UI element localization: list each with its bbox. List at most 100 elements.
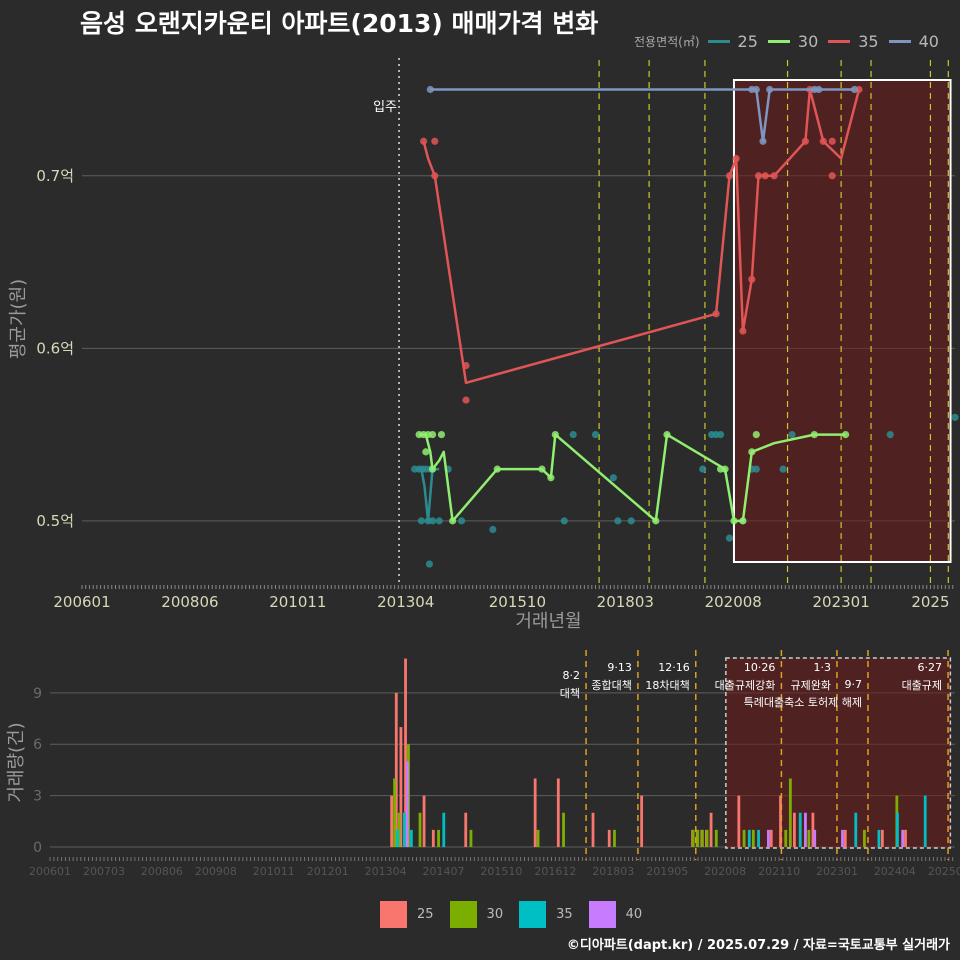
data-point-35 xyxy=(420,137,428,145)
footer-credit: ©디아파트(dapt.kr) / 2025.07.29 / 자료=국토교통부 실… xyxy=(566,938,950,953)
data-point-25 xyxy=(489,525,497,534)
data-point-25 xyxy=(951,413,959,421)
event-label: 12·16 xyxy=(658,661,690,674)
data-point-25 xyxy=(569,431,577,439)
data-point-30 xyxy=(748,448,756,456)
y-tick-label-top: 0.7억 xyxy=(36,167,74,185)
bar-25 xyxy=(607,829,611,847)
bar-30 xyxy=(397,812,401,847)
bar-25 xyxy=(737,795,741,847)
legend-label-25: 25 xyxy=(737,31,758,51)
bar-25 xyxy=(431,829,435,847)
x-tick-label-top: 2025 xyxy=(911,593,949,611)
data-point-25 xyxy=(614,517,622,525)
bar-35 xyxy=(877,829,881,847)
bar-30 xyxy=(691,829,695,847)
bar-25 xyxy=(709,812,713,847)
data-point-30 xyxy=(652,517,660,525)
data-point-30 xyxy=(422,448,430,456)
data-point-35 xyxy=(761,172,769,180)
data-point-25 xyxy=(425,560,434,568)
bottom-legend: 25 30 35 40 xyxy=(380,901,658,928)
x-tick-label-bottom: 202008 xyxy=(704,865,746,878)
data-point-35 xyxy=(754,172,763,180)
y-tick-label-bottom: 9 xyxy=(33,686,42,702)
legend-label-30: 30 xyxy=(797,31,819,51)
bar-legend-swatch-40 xyxy=(588,901,616,928)
data-point-35 xyxy=(739,327,747,335)
event-label: 종합대책 xyxy=(591,679,631,692)
data-point-35 xyxy=(462,396,470,404)
data-point-40 xyxy=(850,85,859,94)
bar-30 xyxy=(418,812,422,847)
event-label: 9·7 xyxy=(844,678,862,691)
data-point-30 xyxy=(752,431,760,439)
event-label: 특례대출축소 토허제 해제 xyxy=(744,695,862,709)
data-point-30 xyxy=(730,517,738,525)
bar-30 xyxy=(393,778,396,847)
data-point-35 xyxy=(431,137,439,145)
highlight-region-top xyxy=(732,79,952,563)
data-point-25 xyxy=(716,431,725,439)
data-point-35 xyxy=(712,310,720,318)
bar-30 xyxy=(536,829,540,847)
bar-25 xyxy=(640,795,644,847)
data-point-30 xyxy=(428,465,437,473)
top-legend: 전용면적(㎡) 25 30 35 40 xyxy=(634,30,949,52)
x-tick-label-bottom: 200703 xyxy=(83,865,125,878)
bar-40 xyxy=(405,761,409,847)
legend-line-25 xyxy=(707,39,730,43)
event-label: 대출규제 xyxy=(902,679,942,692)
bar-legend-swatch-35 xyxy=(519,901,547,928)
event-label: 대책 xyxy=(560,687,580,700)
bar-40 xyxy=(804,812,807,847)
legend-item-25: 25 xyxy=(707,31,758,51)
y-axis-title-bottom: 거래량(건) xyxy=(6,722,27,802)
x-tick-label-top: 200601 xyxy=(53,593,110,611)
y-tick-label-top: 0.6억 xyxy=(36,339,74,357)
bar-legend-item-25: 25 xyxy=(380,901,434,928)
bar-30 xyxy=(696,829,700,847)
bar-40 xyxy=(813,829,817,847)
x-tick-label-bottom: 202404 xyxy=(874,865,916,878)
data-point-35 xyxy=(431,172,439,180)
data-point-25 xyxy=(435,517,443,525)
data-point-25 xyxy=(725,534,734,542)
data-point-25 xyxy=(886,431,894,439)
bar-30 xyxy=(701,829,704,847)
y-tick-label-bottom: 6 xyxy=(33,737,42,753)
bar-25 xyxy=(591,812,595,847)
bar-legend-label-30: 30 xyxy=(486,907,504,922)
x-tick-label-bottom: 200908 xyxy=(195,865,237,878)
y-tick-label-bottom: 3 xyxy=(33,789,42,805)
x-tick-label-bottom: 201510 xyxy=(480,865,522,878)
data-point-30 xyxy=(841,431,850,439)
data-point-25 xyxy=(699,465,707,473)
event-label: 규제완화 xyxy=(790,679,830,692)
data-point-35 xyxy=(819,137,827,145)
x-tick-label-bottom: 201407 xyxy=(422,865,464,878)
chart-title: 음성 오랜지카운티 아파트(2013) 매매가격 변화 xyxy=(80,9,599,38)
x-tick-label-top: 200806 xyxy=(161,593,218,611)
legend-item-35: 35 xyxy=(828,32,879,51)
bar-legend-label-25: 25 xyxy=(417,907,434,922)
bar-40 xyxy=(767,829,770,847)
data-point-25 xyxy=(627,517,635,525)
bar-30 xyxy=(469,829,473,847)
x-tick-label-bottom: 201201 xyxy=(307,865,349,878)
x-tick-label-bottom: 202301 xyxy=(816,865,858,878)
event-label: 1·3 xyxy=(813,661,831,674)
bar-30 xyxy=(714,829,718,847)
series-line-25 xyxy=(416,467,440,523)
legend-line-35 xyxy=(828,39,851,43)
bar-25 xyxy=(792,812,796,847)
data-point-35 xyxy=(732,154,740,163)
data-point-30 xyxy=(437,431,446,439)
data-point-30 xyxy=(810,431,818,439)
data-point-30 xyxy=(449,517,457,525)
data-point-25 xyxy=(609,474,617,482)
bar-35 xyxy=(442,812,446,847)
bar-25 xyxy=(404,658,407,847)
bar-30 xyxy=(562,812,565,847)
highlight-region-bottom xyxy=(725,657,952,849)
